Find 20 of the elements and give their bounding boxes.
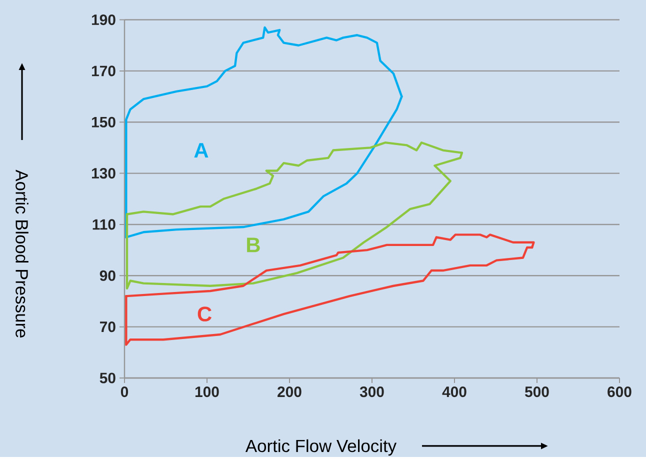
y-tick-label: 70 (100, 322, 116, 332)
x-tick-label: 0 (120, 386, 128, 398)
x-axis-title: Aortic Flow Velocity (245, 439, 397, 456)
y-tick-label: 130 (92, 168, 116, 179)
y-axis-title: Aortic Blood Pressure (16, 170, 28, 338)
y-tick-label: 150 (92, 116, 116, 128)
x-tick-label: 600 (608, 386, 632, 398)
x-tick-label: 400 (442, 386, 466, 398)
x-tick-label: 200 (278, 386, 302, 398)
y-tick-label: 110 (92, 219, 116, 230)
x-tick-label: 300 (360, 386, 384, 398)
series-label: C (198, 306, 212, 322)
y-tick-label: 90 (100, 270, 116, 281)
x-tick-label: 500 (524, 386, 549, 398)
text: A (194, 143, 208, 158)
text: B (247, 238, 260, 252)
y-tick-label: 190 (92, 14, 116, 26)
x-tick-label: 100 (195, 386, 219, 398)
y-tick-label: 170 (92, 66, 116, 76)
y-tick-label: 50 (100, 372, 116, 384)
